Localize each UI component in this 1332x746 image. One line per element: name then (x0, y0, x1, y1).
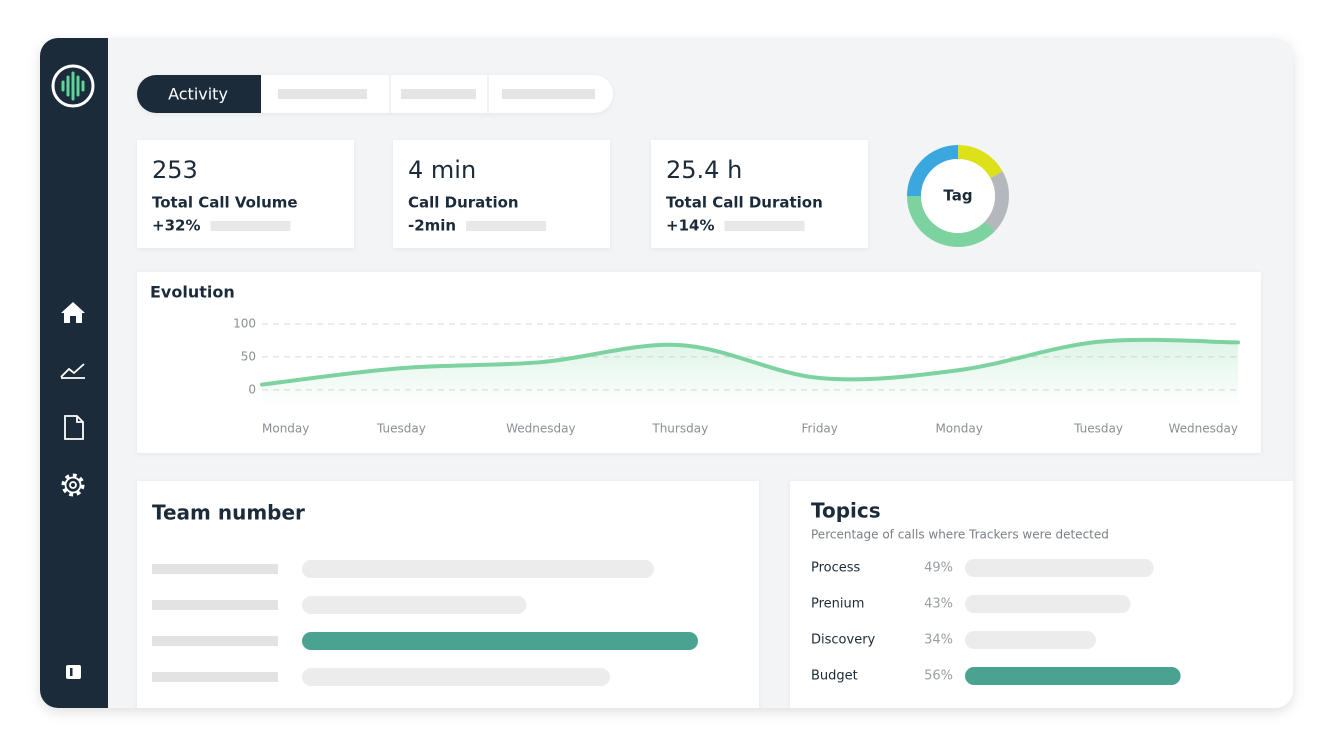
value-label: 56% (924, 669, 953, 684)
bar (302, 632, 698, 650)
panel-title: Team number (152, 501, 305, 525)
bar (965, 667, 1181, 685)
label-placeholder (152, 672, 278, 682)
x-tick-label: Monday (262, 422, 309, 436)
label-placeholder (152, 600, 278, 610)
y-tick-label: 50 (241, 349, 256, 363)
line (260, 337, 1240, 387)
x-tick-label: Wednesday (1169, 422, 1238, 436)
donut-label: Tag (943, 187, 972, 205)
panel-subtitle: Percentage of calls where Trackers were … (811, 528, 1109, 542)
analytics-icon[interactable] (60, 363, 85, 379)
value-label: 43% (924, 597, 953, 612)
y-tick-label: 100 (233, 317, 256, 331)
category-label: Discovery (811, 633, 876, 648)
stat-placeholder (210, 221, 291, 231)
document-icon[interactable] (64, 415, 84, 440)
donut-segment (907, 145, 959, 197)
label-placeholder (152, 636, 278, 646)
category-label: Process (811, 561, 861, 576)
category-label: Prenium (811, 597, 864, 612)
home-icon[interactable] (61, 302, 85, 323)
x-tick-label: Thursday (651, 422, 708, 436)
x-tick-label: Monday (935, 422, 982, 436)
bar (965, 631, 1096, 649)
x-tick-label: Wednesday (506, 422, 575, 436)
stat-change: +14% (666, 217, 714, 235)
stat-value: 4 min (408, 156, 476, 184)
bar (965, 559, 1154, 577)
stat-placeholder (466, 221, 547, 231)
stat-change: -2min (408, 217, 456, 235)
stat-label: Total Call Volume (152, 194, 298, 212)
donut-center (921, 159, 995, 233)
stat-value: 253 (152, 156, 198, 184)
tab-placeholder[interactable] (278, 89, 367, 99)
stat-value: 25.4 h (666, 156, 742, 184)
value-label: 34% (924, 633, 953, 648)
bar (965, 595, 1131, 613)
tab-label[interactable]: Activity (168, 85, 228, 104)
stat-label: Call Duration (408, 194, 519, 212)
donut-segment (984, 171, 1009, 231)
donut-segment (907, 195, 996, 247)
settings-icon[interactable] (61, 473, 85, 497)
tab-placeholder[interactable] (502, 89, 595, 99)
bar (302, 596, 527, 614)
chart-title: Evolution (150, 283, 235, 302)
x-tick-label: Friday (802, 422, 838, 436)
active-tab[interactable] (137, 75, 261, 113)
logo (51, 64, 95, 108)
value-label: 49% (924, 561, 953, 576)
y-tick-label: 0 (248, 382, 256, 396)
collapse-icon[interactable] (66, 665, 81, 679)
bar (302, 668, 610, 686)
stat-label: Total Call Duration (666, 194, 823, 212)
panel-title: Topics (811, 499, 881, 523)
tab-placeholder[interactable] (401, 89, 476, 99)
label-placeholder (152, 564, 278, 574)
area (262, 339, 1238, 403)
x-tick-label: Tuesday (1073, 422, 1123, 436)
category-label: Budget (811, 669, 858, 684)
x-tick-label: Tuesday (376, 422, 426, 436)
stat-placeholder (724, 221, 805, 231)
donut-segment (957, 145, 1003, 179)
bar (302, 560, 654, 578)
stat-change: +32% (152, 217, 200, 235)
